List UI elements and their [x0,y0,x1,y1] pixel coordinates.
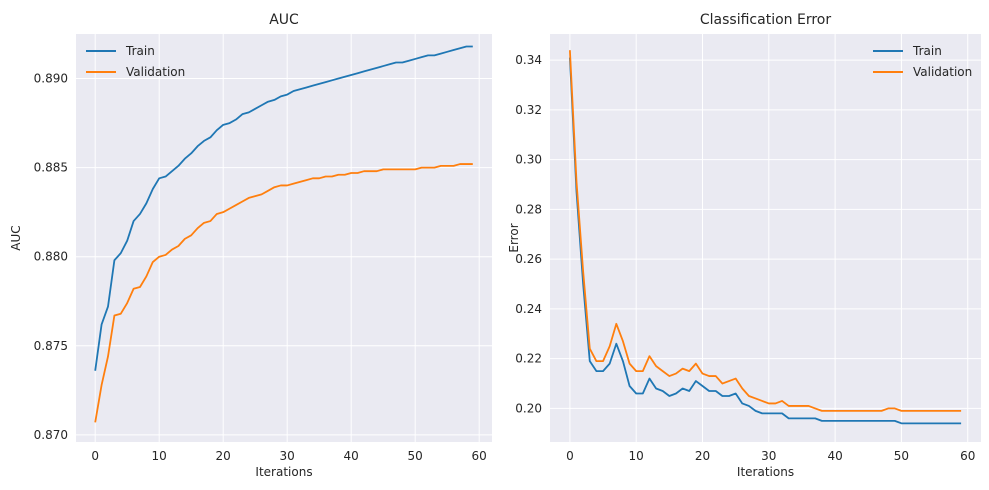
error-series-validation-line [568,50,962,412]
error-series-train-line [568,57,962,425]
error-y-ticks: 0.20 0.22 0.24 0.26 0.28 0.30 0.32 0.34 [515,53,542,415]
auc-y-ticks: 0.870 0.875 0.880 0.885 0.890 [34,72,68,442]
error-y-tick-label: 0.32 [515,103,542,117]
error-y-tick-label: 0.30 [515,153,542,167]
auc-x-tick-label: 60 [472,449,487,463]
error-x-tick-label: 0 [566,449,574,463]
auc-legend-validation-label: Validation [126,65,185,79]
error-plot-area [550,34,981,442]
error-y-tick-label: 0.34 [515,53,542,67]
auc-x-tick-label: 10 [152,449,167,463]
auc-y-tick-label: 0.885 [34,161,68,175]
auc-x-ticks: 0 10 20 30 40 50 60 [91,449,486,463]
classification-error-chart: 0 10 20 30 40 50 60 0.200.220.240.260.280.300.… [507,12,981,479]
error-legend: Train Validation [873,44,972,79]
error-x-tick-label: 40 [827,449,842,463]
error-series [568,50,962,425]
auc-x-tick-label: 30 [280,449,295,463]
error-y-tick-label: 0.24 [515,302,542,316]
error-x-tick-label: 20 [695,449,710,463]
error-x-ticks: 0 10 20 30 40 50 60 [566,449,975,463]
auc-chart-title: AUC [269,12,299,28]
auc-x-tick-label: 20 [216,449,231,463]
error-y-tick-label: 0.20 [515,401,542,415]
error-chart-title: Classification Error [700,12,831,28]
auc-chart: 0 10 20 30 40 50 60 0.8700.8750.8800.8850.890 … [9,12,492,479]
error-y-tick-label: 0.26 [515,252,542,266]
auc-plot-area [76,34,492,442]
auc-x-axis-label: Iterations [255,465,312,479]
error-y-tick-label: 0.28 [515,202,542,216]
error-x-tick-label: 10 [629,449,644,463]
error-x-tick-label: 50 [894,449,909,463]
error-x-tick-label: 60 [960,449,975,463]
error-y-axis-label: Error [507,223,521,252]
auc-legend: Train Validation [86,44,185,79]
error-x-tick-label: 30 [761,449,776,463]
auc-series [94,45,473,423]
auc-y-tick-label: 0.880 [34,250,68,264]
auc-grid [76,34,492,442]
error-legend-validation-label: Validation [913,65,972,79]
auc-y-tick-label: 0.890 [34,72,68,86]
auc-y-tick-label: 0.870 [34,428,68,442]
auc-y-tick-label: 0.875 [34,339,68,353]
auc-series-train-line [94,45,473,371]
auc-x-tick-label: 50 [408,449,423,463]
auc-x-tick-label: 0 [91,449,99,463]
error-y-tick-label: 0.22 [515,352,542,366]
error-x-axis-label: Iterations [737,465,794,479]
auc-x-tick-label: 40 [344,449,359,463]
auc-y-axis-label: AUC [9,225,23,250]
auc-series-validation-line [94,163,473,423]
error-legend-train-label: Train [912,44,942,58]
auc-legend-train-label: Train [125,44,155,58]
